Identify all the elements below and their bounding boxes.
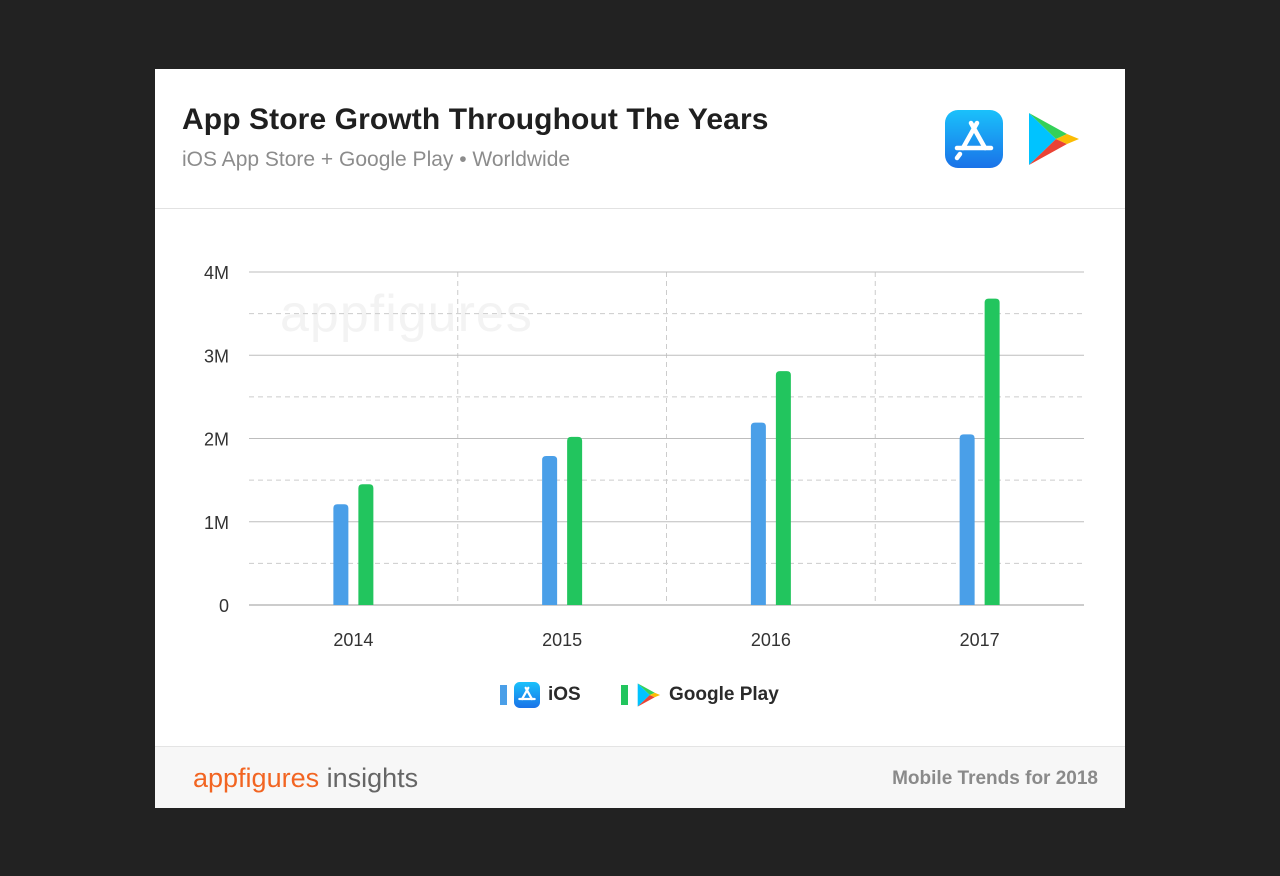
footer: appfigures insights Mobile Trends for 20… — [155, 746, 1125, 808]
y-tick-label: 2M — [204, 430, 229, 450]
y-tick-label: 3M — [204, 346, 229, 366]
card-header: App Store Growth Throughout The Years iO… — [155, 69, 1125, 209]
app-store-icon — [945, 110, 1003, 168]
x-tick-label: 2015 — [542, 630, 582, 650]
bar-google-play — [567, 436, 583, 605]
bar-google-play — [358, 484, 374, 605]
app-store-icon — [514, 682, 540, 708]
legend: iOS Google Play — [155, 675, 1125, 715]
legend-swatch-ios — [500, 685, 507, 705]
legend-label-google-play: Google Play — [669, 684, 779, 705]
bar-google-play — [984, 298, 1000, 605]
bar-ios — [750, 422, 766, 605]
google-play-icon — [1029, 113, 1079, 165]
brand-main: appfigures — [193, 763, 320, 793]
y-tick-label: 0 — [219, 596, 229, 616]
page-subtitle: iOS App Store + Google Play • Worldwide — [182, 148, 571, 171]
legend-swatch-google-play — [621, 685, 628, 705]
brand-suffix: insights — [319, 763, 419, 793]
bar-ios — [333, 504, 349, 605]
brand-logo: appfigures insights — [193, 763, 418, 794]
footer-note: Mobile Trends for 2018 — [892, 768, 1098, 789]
bar-chart: 0 1M 2M 3M 4M 2014 2015 2016 2017 — [204, 263, 1084, 650]
chart-card: App Store Growth Throughout The Years iO… — [155, 69, 1125, 809]
bar-ios — [542, 455, 558, 605]
y-tick-label: 4M — [204, 263, 229, 283]
x-tick-label: 2016 — [751, 630, 791, 650]
bar-ios — [959, 434, 975, 605]
legend-label-ios: iOS — [548, 684, 581, 705]
x-tick-label: 2017 — [960, 630, 1000, 650]
x-tick-label: 2014 — [333, 630, 373, 650]
bar-google-play — [775, 371, 791, 605]
google-play-icon — [637, 683, 661, 707]
page-title: App Store Growth Throughout The Years — [182, 103, 769, 136]
chart-area: appfigures 0 1M 2M 3M 4M 2014 2015 2016 2017 iOS — [155, 209, 1125, 809]
y-tick-label: 1M — [204, 513, 229, 533]
